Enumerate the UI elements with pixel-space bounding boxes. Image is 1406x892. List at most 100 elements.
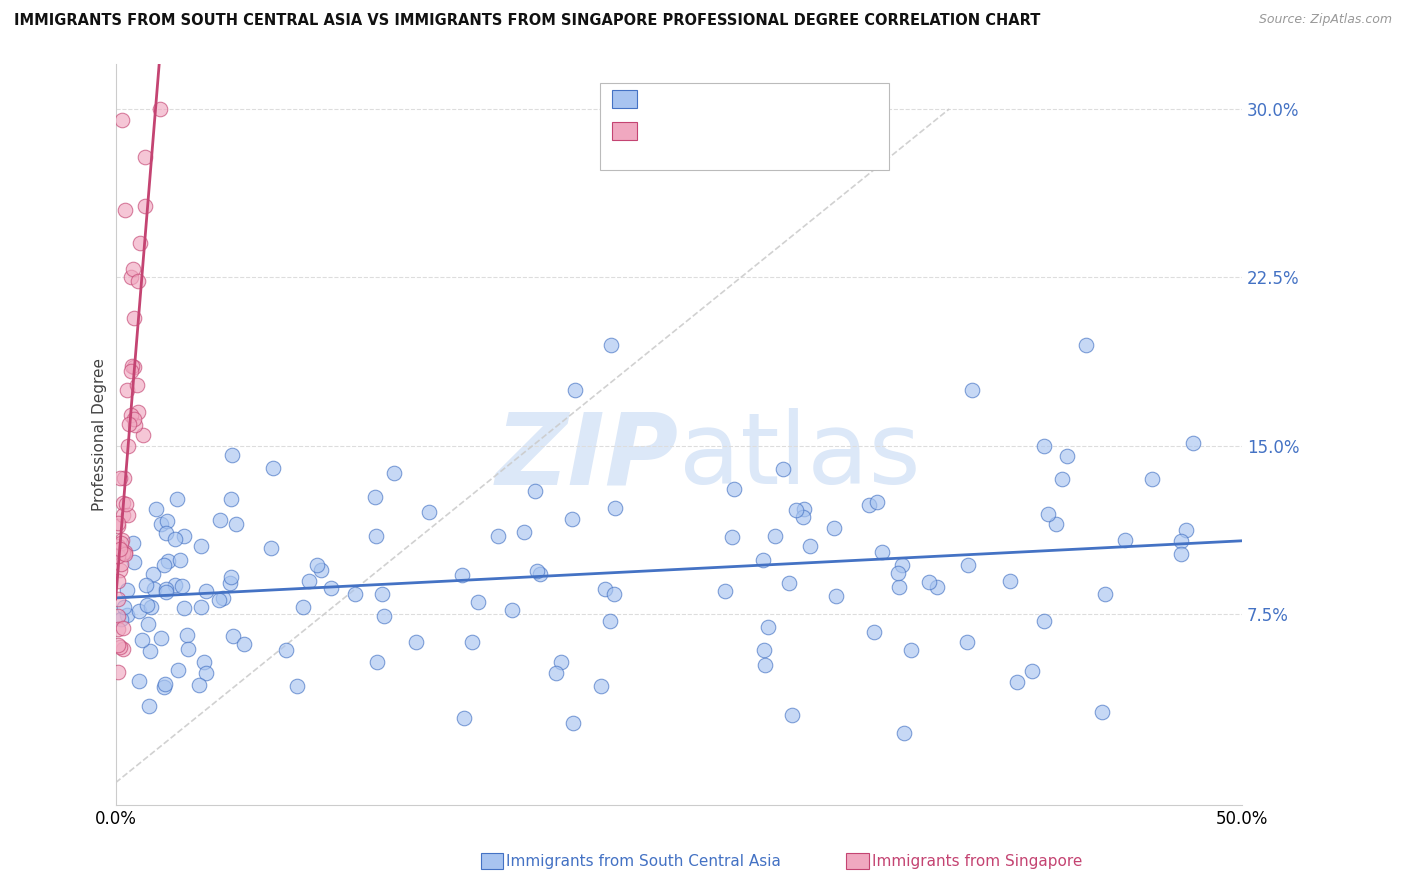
Point — [467, 594, 489, 608]
Point — [1170, 533, 1192, 548]
Point — [117, 439, 139, 453]
Point — [110, 558, 132, 572]
Point — [1181, 436, 1204, 450]
Point — [107, 516, 129, 530]
Point — [1091, 705, 1114, 719]
Point — [763, 529, 786, 543]
Point — [221, 448, 243, 462]
Point — [960, 383, 983, 397]
Point — [107, 638, 129, 652]
Point — [170, 579, 193, 593]
Point — [128, 605, 150, 619]
Point — [127, 405, 149, 419]
Point — [115, 383, 138, 397]
Point — [107, 549, 129, 563]
Point — [163, 532, 186, 546]
Point — [112, 600, 135, 615]
Point — [225, 517, 247, 532]
Point — [870, 545, 893, 559]
Point — [142, 567, 165, 582]
Point — [194, 584, 217, 599]
Point — [195, 666, 218, 681]
Point — [593, 582, 616, 596]
Point — [122, 411, 145, 425]
Point — [262, 460, 284, 475]
Point — [117, 583, 139, 598]
Point — [956, 635, 979, 649]
Point — [887, 566, 910, 581]
Point — [754, 643, 776, 657]
Point — [785, 503, 807, 517]
Point — [560, 512, 582, 526]
Point — [107, 592, 129, 607]
Point — [111, 533, 134, 547]
Point — [591, 679, 613, 693]
Point — [134, 199, 156, 213]
Point — [111, 496, 134, 510]
Point — [232, 637, 254, 651]
Point — [1005, 674, 1028, 689]
Point — [166, 492, 188, 507]
Point — [344, 587, 367, 601]
Point — [957, 558, 980, 573]
Text: R =: R = — [643, 94, 676, 109]
Point — [219, 575, 242, 590]
Point — [219, 491, 242, 506]
Point — [112, 471, 135, 485]
Point — [1170, 547, 1192, 561]
Point — [111, 113, 134, 128]
Point — [1045, 516, 1067, 531]
Point — [752, 553, 775, 567]
Point — [319, 581, 342, 595]
Point — [562, 715, 585, 730]
Point — [823, 521, 845, 535]
Point — [1038, 508, 1060, 522]
Point — [208, 593, 231, 607]
Point — [285, 679, 308, 693]
Point — [309, 563, 332, 577]
Point — [136, 598, 159, 612]
Point — [155, 585, 177, 599]
Point — [891, 558, 914, 573]
Point — [114, 547, 136, 561]
Point — [292, 599, 315, 614]
Text: 0.170: 0.170 — [679, 94, 727, 109]
Point — [863, 625, 886, 640]
Point — [131, 427, 153, 442]
Point — [1140, 473, 1163, 487]
Point — [529, 567, 551, 582]
Point — [998, 574, 1021, 589]
Point — [114, 545, 136, 559]
Point — [122, 262, 145, 277]
Text: 50: 50 — [768, 126, 789, 141]
Point — [550, 655, 572, 669]
Point — [212, 591, 235, 606]
Point — [167, 663, 190, 677]
Point — [108, 471, 131, 485]
Point — [110, 536, 132, 550]
Point — [714, 583, 737, 598]
Point — [114, 202, 136, 217]
Point — [546, 665, 568, 680]
Point — [450, 568, 472, 582]
Point — [120, 270, 142, 285]
Point — [1056, 449, 1078, 463]
Text: R =: R = — [643, 126, 676, 141]
Point — [190, 599, 212, 614]
Point — [866, 495, 889, 509]
Point — [107, 665, 129, 680]
Point — [1032, 614, 1054, 628]
Point — [723, 482, 745, 496]
Point — [600, 337, 623, 351]
Point — [276, 643, 298, 657]
Point — [138, 699, 160, 714]
Point — [127, 274, 149, 288]
Point — [107, 608, 129, 623]
Point — [524, 484, 547, 499]
Point — [219, 570, 242, 584]
Point — [120, 408, 142, 422]
Point — [599, 614, 621, 628]
Text: N =: N = — [735, 94, 769, 109]
Text: 0.131: 0.131 — [679, 126, 727, 141]
Text: N =: N = — [735, 126, 769, 141]
